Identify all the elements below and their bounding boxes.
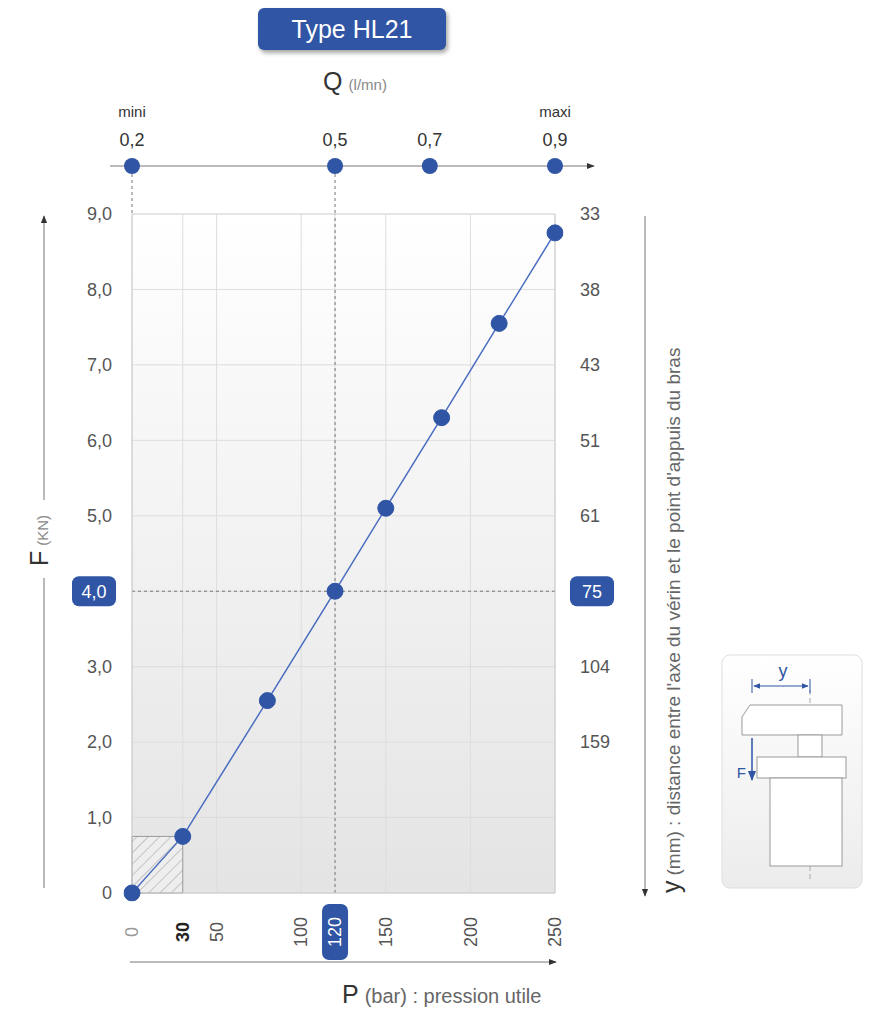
svg-text:159: 159 (580, 732, 610, 752)
svg-text:51: 51 (580, 431, 600, 451)
svg-text:8,0: 8,0 (87, 280, 112, 300)
svg-text:9,0: 9,0 (87, 204, 112, 224)
svg-text:50: 50 (207, 922, 227, 942)
svg-text:43: 43 (580, 355, 600, 375)
svg-text:30: 30 (173, 922, 193, 942)
svg-text:F(KN): F(KN) (25, 515, 53, 566)
svg-text:F: F (737, 764, 746, 781)
svg-text:120: 120 (325, 917, 345, 947)
svg-text:mini: mini (118, 103, 146, 120)
svg-text:3,0: 3,0 (87, 657, 112, 677)
svg-text:38: 38 (580, 280, 600, 300)
svg-text:75: 75 (582, 582, 602, 602)
svg-text:33: 33 (580, 204, 600, 224)
svg-text:0: 0 (102, 883, 112, 903)
svg-text:Q(l/mn): Q(l/mn) (323, 67, 387, 95)
svg-text:150: 150 (376, 917, 396, 947)
svg-text:0,5: 0,5 (323, 130, 348, 150)
svg-text:0,2: 0,2 (119, 130, 144, 150)
svg-text:maxi: maxi (539, 103, 571, 120)
svg-text:61: 61 (580, 506, 600, 526)
svg-text:2,0: 2,0 (87, 732, 112, 752)
svg-text:104: 104 (580, 657, 610, 677)
svg-text:0: 0 (122, 927, 142, 937)
svg-text:250: 250 (545, 917, 565, 947)
html-text:Type HL21: Type HL21 (291, 14, 413, 43)
svg-text:6,0: 6,0 (87, 431, 112, 451)
svg-text:5,0: 5,0 (87, 506, 112, 526)
svg-text:y: y (779, 661, 788, 681)
svg-text:P(bar) : pression utile: P(bar) : pression utile (342, 980, 541, 1008)
svg-text:y(mm) : distance entre l'axe d: y(mm) : distance entre l'axe du vérin et… (657, 348, 685, 893)
svg-text:7,0: 7,0 (87, 355, 112, 375)
svg-text:200: 200 (461, 917, 481, 947)
svg-text:0,9: 0,9 (542, 130, 567, 150)
svg-text:4,0: 4,0 (81, 582, 106, 602)
svg-text:100: 100 (292, 917, 312, 947)
svg-text:1,0: 1,0 (87, 808, 112, 828)
svg-text:0,7: 0,7 (417, 130, 442, 150)
